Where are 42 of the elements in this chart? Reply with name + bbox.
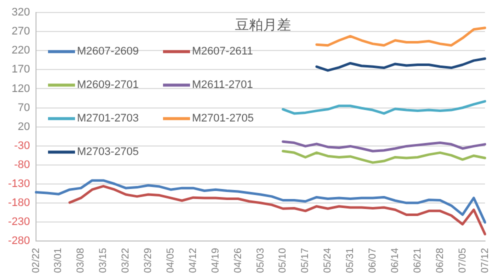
y-tick-label: -180 xyxy=(8,196,30,209)
y-tick-label: 270 xyxy=(12,26,30,38)
legend-label: M2611-2701 xyxy=(192,79,253,92)
x-tick-label: 03/08 xyxy=(76,248,87,274)
legend-label: M2607-2611 xyxy=(192,46,253,58)
x-tick-label: 04/12 xyxy=(188,248,199,274)
y-tick-label: 20 xyxy=(18,120,30,133)
x-tick-label: 03/22 xyxy=(120,248,132,274)
y-tick-label: -230 xyxy=(8,216,30,228)
y-tick-label: -130 xyxy=(8,178,30,190)
legend-label: M2701-2705 xyxy=(192,112,254,125)
y-tick-label: -30 xyxy=(14,140,30,152)
x-tick-label: 05/10 xyxy=(278,248,289,274)
x-tick-label: 04/19 xyxy=(210,248,222,274)
x-tick-label: 07/05 xyxy=(457,248,468,274)
legend-label: M2703-2705 xyxy=(77,146,139,158)
x-tick-label: 04/05 xyxy=(165,248,176,274)
legend-label: M2607-2609 xyxy=(77,46,139,58)
x-tick-label: 05/31 xyxy=(345,248,356,274)
x-tick-label: 06/21 xyxy=(412,248,424,274)
x-tick-label: 05/24 xyxy=(322,248,334,274)
legend-label: M2701-2703 xyxy=(77,112,139,125)
y-tick-label: -280 xyxy=(8,235,30,248)
x-tick-label: 02/22 xyxy=(30,248,42,274)
y-tick-label: 170 xyxy=(12,64,30,76)
chart-title: 豆粕月差 xyxy=(234,16,291,32)
y-tick-label: 70 xyxy=(18,102,30,114)
x-tick-label: 06/14 xyxy=(390,248,401,274)
x-tick-label: 04/26 xyxy=(232,248,244,274)
y-tick-label: 120 xyxy=(12,82,30,95)
y-tick-label: -80 xyxy=(14,158,30,171)
x-tick-label: 06/07 xyxy=(368,248,379,274)
legend-label: M2609-2701 xyxy=(77,79,139,92)
y-tick-label: 320 xyxy=(12,6,30,19)
x-tick-label: 03/15 xyxy=(98,248,110,274)
y-tick-label: 220 xyxy=(12,44,30,57)
x-tick-label: 03/29 xyxy=(143,248,154,274)
x-tick-label: 06/28 xyxy=(434,248,446,274)
x-tick-label: 03/01 xyxy=(53,248,64,274)
x-tick-label: 05/17 xyxy=(300,248,312,274)
x-tick-label: 07/12 xyxy=(480,248,491,274)
x-tick-label: 05/03 xyxy=(255,248,266,274)
